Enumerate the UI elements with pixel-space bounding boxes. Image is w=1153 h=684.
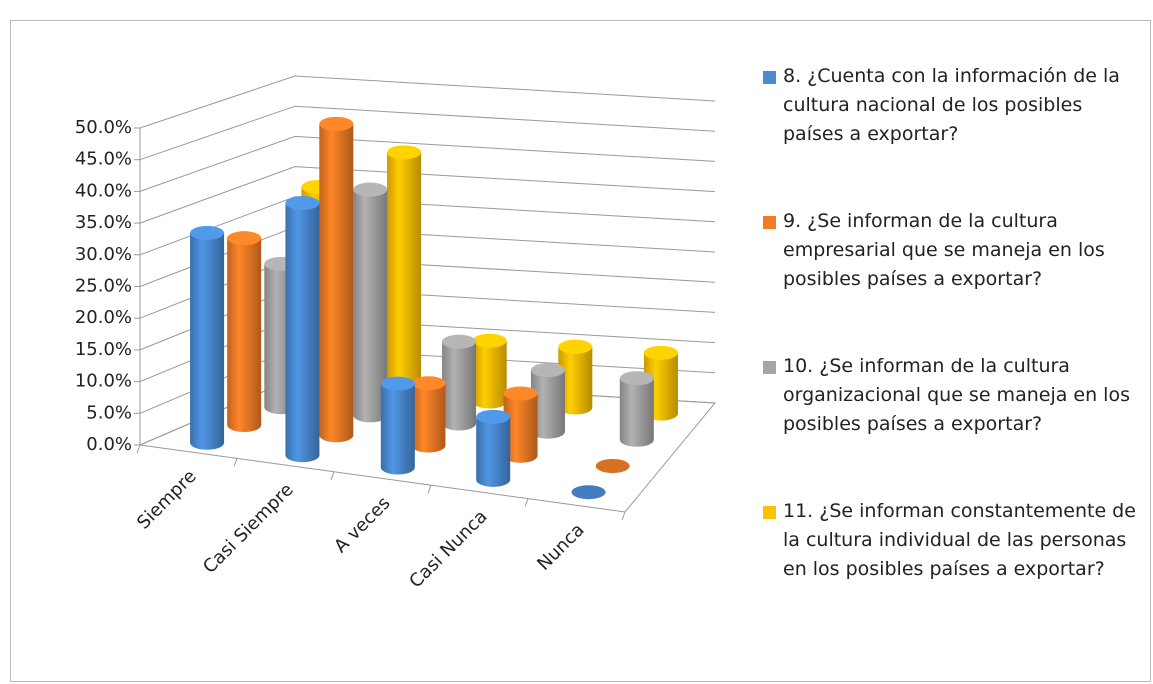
legend-item: 9. ¿Se informan de la cultura empresaria…: [757, 207, 1142, 294]
cylinder: [387, 145, 422, 403]
cylinder-body: [380, 383, 415, 475]
y-tick-label: 25.0%: [75, 276, 132, 297]
cylinder-body: [442, 341, 477, 431]
grid-line: [139, 196, 716, 256]
cylinder-body: [190, 232, 225, 450]
x-tick: [427, 485, 432, 494]
cylinder-top: [571, 485, 606, 500]
grid-line: [139, 166, 716, 224]
cylinder-body: [558, 346, 593, 415]
cylinder: [411, 376, 446, 453]
y-tick-label: 40.0%: [75, 180, 132, 201]
cylinder: [380, 376, 415, 475]
y-tick-label: 20.0%: [75, 307, 132, 328]
cylinder: [285, 196, 320, 463]
cylinder: [619, 371, 654, 447]
legend-label: 9. ¿Se informan de la cultura empresaria…: [783, 210, 1105, 290]
cylinder-body: [319, 123, 354, 443]
cylinder-top: [387, 145, 422, 160]
cylinder-top: [353, 182, 388, 197]
cylinder: [227, 231, 262, 432]
cylinder: [530, 363, 565, 439]
cylinder: [558, 339, 593, 415]
cylinder: [353, 182, 388, 423]
cylinder-body: [387, 152, 422, 403]
cylinder-top: [503, 386, 538, 401]
cylinder: [571, 485, 606, 500]
cylinder-top: [619, 371, 654, 386]
cylinder: [190, 225, 225, 450]
x-tick: [136, 444, 141, 454]
x-tick: [330, 471, 335, 480]
y-tick-label: 35.0%: [75, 212, 132, 233]
legend-label: 11. ¿Se informan constantemente de la cu…: [783, 500, 1136, 580]
y-tick-label: 50.0%: [75, 117, 132, 138]
grid-line: [139, 75, 716, 129]
grid-line: [139, 135, 716, 192]
x-tick-label: Casi Nunca: [405, 506, 491, 592]
cylinder-top: [530, 363, 565, 378]
cylinder-top: [411, 376, 446, 391]
y-tick-label: 45.0%: [75, 149, 132, 170]
legend-swatch: [763, 361, 776, 374]
cylinder-top: [227, 231, 262, 246]
cylinder-top: [285, 196, 320, 211]
y-tick-label: 10.0%: [75, 371, 132, 392]
legend-label: 10. ¿Se informan de la cultura organizac…: [783, 355, 1130, 435]
grid-line: [139, 317, 716, 383]
x-tick: [524, 498, 529, 507]
cylinder-body: [503, 393, 538, 463]
x-tick-label: Casi Siempre: [199, 479, 297, 577]
x-tick-label: Nunca: [533, 520, 588, 575]
cylinder-top: [472, 333, 507, 348]
cylinder-top: [643, 345, 678, 360]
cylinder-body: [472, 340, 507, 409]
cylinder: [595, 459, 630, 473]
x-tick-label: A veces: [330, 493, 394, 557]
cylinder-body: [530, 370, 565, 439]
legend-item: 8. ¿Cuenta con la información de la cult…: [757, 62, 1142, 149]
legend-swatch: [763, 216, 776, 229]
cylinder: [442, 334, 477, 431]
grid-line: [139, 286, 716, 351]
x-tick: [233, 458, 238, 467]
y-tick-label: 5.0%: [86, 402, 132, 423]
x-tick-label: Siempre: [133, 466, 201, 534]
cylinder-body: [476, 416, 511, 487]
cylinder-top: [595, 459, 630, 473]
grid-line: [139, 256, 716, 319]
legend-item: 10. ¿Se informan de la cultura organizac…: [757, 352, 1142, 439]
cylinder: [319, 116, 354, 443]
x-tick: [621, 511, 626, 521]
cylinder-top: [319, 116, 354, 131]
cylinder-body: [227, 238, 262, 432]
legend-label: 8. ¿Cuenta con la información de la cult…: [783, 65, 1120, 145]
cylinder-body: [619, 378, 654, 447]
cylinder-top: [558, 339, 593, 354]
cylinder-top: [476, 409, 511, 424]
chart-frame: [10, 20, 1151, 682]
cylinder-top: [380, 376, 415, 391]
cylinder: [476, 409, 511, 487]
grid-line: [139, 226, 716, 287]
y-tick-label: 0.0%: [86, 434, 132, 455]
legend-item: 11. ¿Se informan constantemente de la cu…: [757, 497, 1142, 584]
cylinder-top: [190, 225, 225, 240]
cylinder: [503, 386, 538, 463]
cylinder-top: [442, 334, 477, 349]
grid-line: [139, 105, 716, 161]
cylinder: [472, 333, 507, 409]
legend: 8. ¿Cuenta con la información de la cult…: [757, 62, 1142, 584]
y-tick-label: 30.0%: [75, 244, 132, 265]
legend-swatch: [763, 71, 776, 84]
y-tick-label: 15.0%: [75, 339, 132, 360]
cylinder-body: [285, 203, 320, 463]
legend-swatch: [763, 506, 776, 519]
cylinder-body: [353, 189, 388, 423]
cylinder-body: [411, 383, 446, 453]
